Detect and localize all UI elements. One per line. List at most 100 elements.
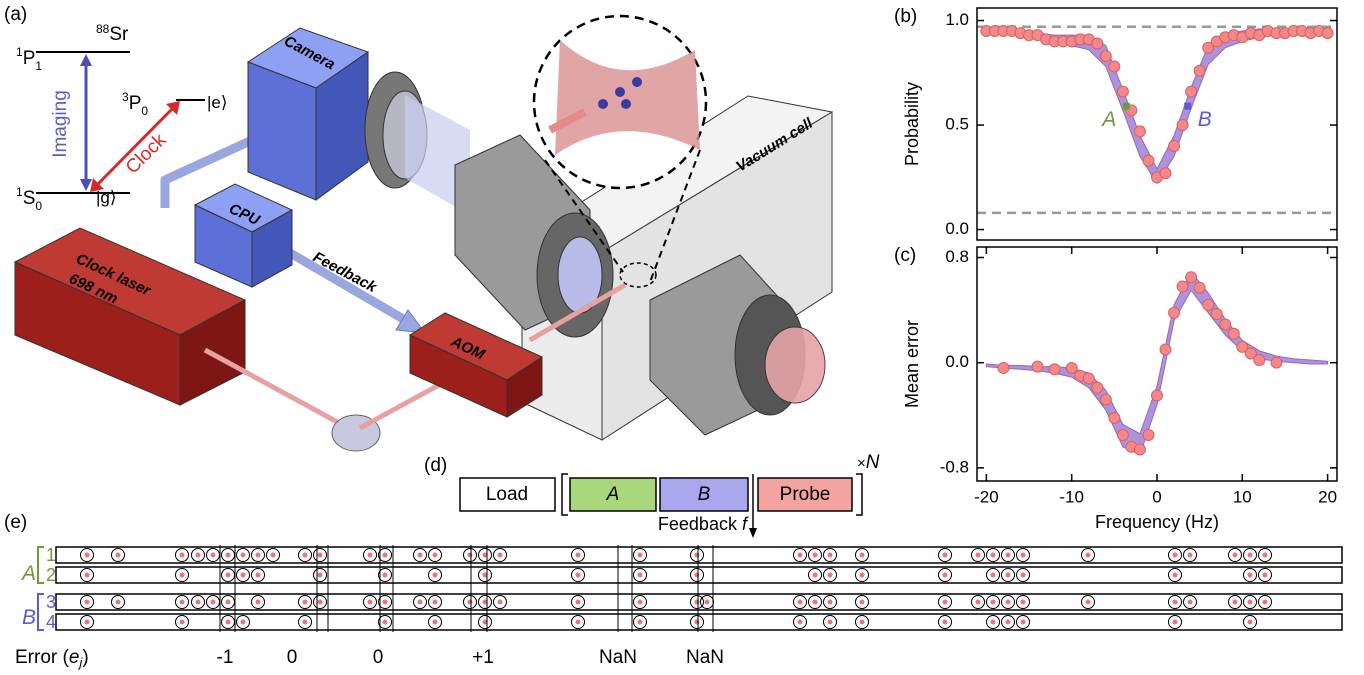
atom-signal [85,620,90,625]
marker-label: B [1198,108,1212,131]
level-base: P [23,48,36,69]
atom-signal [383,573,388,578]
data-point [1109,61,1120,72]
atom-signal [1173,553,1178,558]
atom-signal [256,553,261,558]
error-value: 0 [287,647,298,668]
atom-signal [576,600,581,605]
atom-signal [943,573,948,578]
atom-signal [271,553,276,558]
row-label: 2 [46,565,56,585]
error-label: Error (ej) [15,647,89,670]
atom-signal [991,573,996,578]
chart: AB0.00.51.0Probability(b) [894,6,1337,240]
atom-signal [85,573,90,578]
atom-signal [303,620,308,625]
y-axis-label: Probability [902,82,922,166]
level-label: 3P0 [122,90,148,118]
step-label: B [698,484,711,505]
data-point [1049,364,1060,375]
atom-signal [116,553,121,558]
data-point [1092,38,1103,49]
atom-signal [976,553,981,558]
atom-signal [383,620,388,625]
data-point [1117,86,1128,97]
atom-signal [798,620,803,625]
atom-signal [433,620,438,625]
atom-signal [813,553,818,558]
y-tick-label: 0.0 [945,352,969,371]
atom-signal [116,600,121,605]
atom-signal [303,553,308,558]
atom-signal [180,600,185,605]
atom-signal [943,553,948,558]
feedback-arrow [285,250,405,320]
error-value: +1 [472,647,494,668]
y-tick-label: -0.8 [940,457,969,476]
error-symbol: e [69,647,80,668]
atom-signal [798,553,803,558]
atom-signal [1086,600,1091,605]
data-point [1152,390,1163,401]
repeat-symbol: × [857,455,866,472]
bracket [562,474,568,515]
marker [1184,103,1191,110]
step-label: Load [486,484,528,505]
atom-signal [943,620,948,625]
x-tick-label: -20 [974,487,999,506]
error-close: ) [82,647,88,668]
atom-signal [1248,620,1253,625]
atom-signal [1006,600,1011,605]
atom-signal [241,573,246,578]
data-point [1228,328,1239,339]
theory-band [986,29,1327,184]
atom-signal [226,553,231,558]
y-axis-label: Mean error [902,320,922,408]
group-label: A [20,562,36,585]
group-label: B [22,606,36,629]
atom-signal [1248,553,1253,558]
data-point [1083,373,1094,384]
atom-signal [383,600,388,605]
data-point [1117,429,1128,440]
atom-signal [860,620,865,625]
atom-signal [828,573,833,578]
ket: |e⟩ [207,93,228,112]
atom-signal [638,573,643,578]
atom-signal [1006,620,1011,625]
group-bracket [38,547,44,583]
atom-signal [180,620,185,625]
x-tick-label: 10 [1233,487,1252,506]
isotope-element: Sr [109,24,129,45]
arrow-head [80,54,92,66]
x-tick-label: 0 [1152,487,1161,506]
atom-signal [638,553,643,558]
x-tick-label: -10 [1059,487,1084,506]
atom-signal [1263,573,1268,578]
atom-signal [813,573,818,578]
y-tick-label: 0.5 [945,115,969,134]
atom-signal [241,553,246,558]
atom-signal [1188,553,1193,558]
data-point [1220,319,1231,330]
y-tick-label: 1.0 [945,10,969,29]
panel-label: (c) [894,245,916,266]
atom-signal [318,573,323,578]
atom-signal [418,553,423,558]
atom-signal [1173,573,1178,578]
atom-signal [418,600,423,605]
figure: (a) 88Sr 1P1 3P0 |e⟩ 1S0 |g⟩ Imaging Clo… [0,0,1364,675]
atom [598,99,608,109]
atom-signal [256,600,261,605]
data-point [1134,126,1145,137]
atom-signal [498,553,503,558]
level-sub: 1 [35,59,42,73]
atom-signal [1173,620,1178,625]
error-value: NaN [599,647,637,668]
atom-signal [1233,553,1238,558]
atom-signal [828,620,833,625]
data-point [1169,307,1180,318]
atom-signal [433,553,438,558]
level-base: S [23,188,36,209]
data-point [1143,155,1154,166]
